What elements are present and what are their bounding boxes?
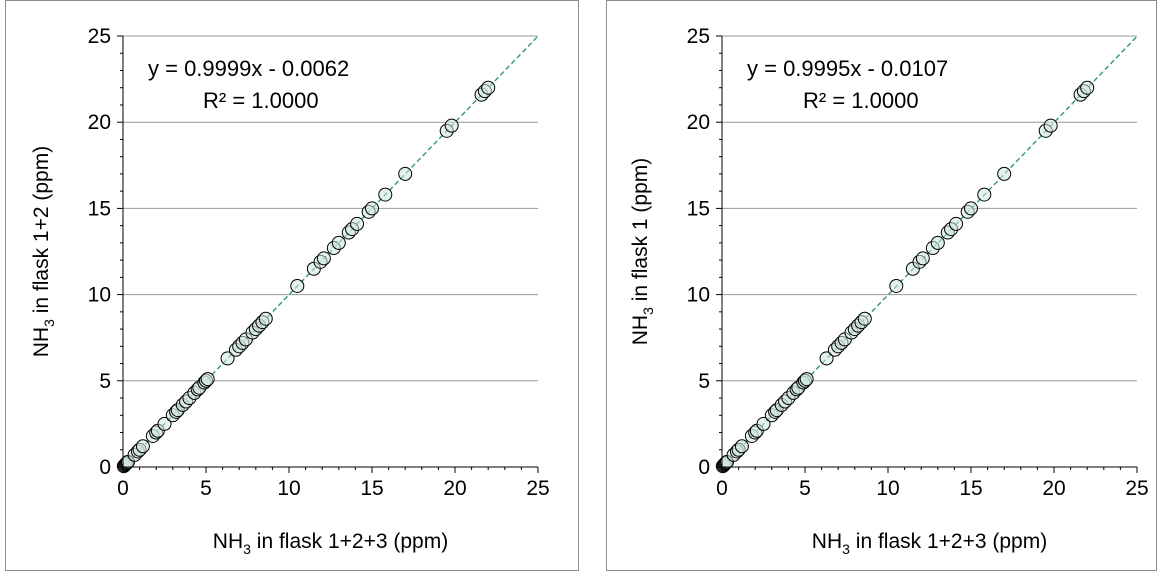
data-point	[200, 372, 215, 387]
x-tick-label: 25	[526, 477, 549, 500]
data-point	[857, 311, 872, 326]
axes	[716, 35, 1138, 473]
y-tick-labels: 0 5 10 15 20 25	[88, 25, 111, 479]
x-tick-labels: 0 5 10 15 20 25	[117, 477, 550, 500]
data-point	[481, 80, 496, 95]
y-axis-label-suffix: in flask 1 (ppm)	[629, 158, 652, 307]
x-axis-label: NH3 in flask 1+2+3 (ppm)	[213, 530, 448, 557]
x-tick-label: 25	[1125, 477, 1148, 500]
y-tick-labels: 0 5 10 15 20 25	[687, 25, 710, 479]
data-point	[997, 166, 1012, 181]
y-axis-label-suffix: in flask 1+2 (ppm)	[30, 146, 53, 319]
data-point	[398, 166, 413, 181]
y-tick-label: 0	[99, 456, 111, 479]
y-tick-label: 20	[88, 111, 111, 134]
data-point	[819, 351, 834, 366]
trend-equation: y = 0.9995x - 0.0107	[747, 56, 948, 81]
data-point	[135, 439, 150, 454]
data-point	[756, 416, 771, 431]
x-tick-label: 20	[443, 477, 466, 500]
scatter-chart-flask-1-2: 0 5 10 15 20 25 0 5 10 15 20 25 y = 0.9999x - 0.00…	[30, 25, 550, 557]
axes	[117, 35, 539, 473]
y-tick-label: 5	[698, 370, 710, 393]
y-tick-label: 20	[687, 111, 710, 134]
y-tick-label: 25	[687, 25, 710, 48]
chart-panel-flask-1-2: 0 5 10 15 20 25 0 5 10 15 20 25 y = 0.9999x - 0.00…	[5, 0, 579, 571]
x-tick-labels: 0 5 10 15 20 25	[716, 477, 1149, 500]
data-points	[116, 80, 496, 474]
y-tick-label: 0	[698, 456, 710, 479]
data-point	[350, 216, 365, 231]
x-tick-label: 10	[876, 477, 899, 500]
data-point	[977, 187, 992, 202]
r-squared-label: R² = 1.0000	[203, 88, 319, 113]
x-tick-label: 20	[1042, 477, 1065, 500]
data-point	[889, 278, 904, 293]
y-tick-label: 10	[88, 284, 111, 307]
data-point	[930, 235, 945, 250]
x-axis-label: NH3 in flask 1+2+3 (ppm)	[812, 530, 1047, 557]
y-tick-label: 5	[99, 370, 111, 393]
x-axis-label-sub: 3	[842, 541, 850, 557]
data-point	[157, 416, 172, 431]
x-tick-label: 10	[277, 477, 300, 500]
data-point	[734, 439, 749, 454]
y-axis-label-sub: 3	[640, 307, 656, 315]
y-axis-label-prefix: NH	[629, 315, 652, 345]
gridlines	[123, 35, 538, 382]
y-axis-label: NH3 in flask 1 (ppm)	[629, 158, 656, 346]
data-point	[220, 351, 235, 366]
x-tick-label: 15	[959, 477, 982, 500]
data-point	[964, 201, 978, 216]
x-axis-label-prefix: NH	[213, 530, 243, 553]
data-points	[715, 80, 1095, 474]
chart-panel-flask-1: 0 5 10 15 20 25 0 5 10 15 20 25 y = 0.9995x - 0.01…	[606, 0, 1157, 571]
data-point	[331, 235, 346, 250]
data-point	[915, 251, 930, 266]
data-point	[365, 201, 379, 216]
y-tick-label: 25	[88, 25, 111, 48]
y-axis-label-prefix: NH	[30, 327, 53, 357]
scatter-chart-flask-1: 0 5 10 15 20 25 0 5 10 15 20 25 y = 0.9995x - 0.01…	[629, 25, 1149, 557]
x-tick-label: 15	[360, 477, 383, 500]
y-axis-label-sub: 3	[41, 319, 57, 327]
x-axis-label-prefix: NH	[812, 530, 842, 553]
data-point	[1043, 118, 1058, 133]
x-tick-label: 0	[716, 477, 728, 500]
data-point	[258, 311, 273, 326]
x-axis-label-suffix: in flask 1+2+3 (ppm)	[251, 530, 448, 553]
data-point	[290, 278, 305, 293]
data-point	[378, 187, 393, 202]
x-tick-label: 0	[117, 477, 129, 500]
x-axis-label-suffix: in flask 1+2+3 (ppm)	[850, 530, 1047, 553]
data-point	[949, 216, 964, 231]
data-point	[316, 251, 331, 266]
y-tick-label: 15	[88, 197, 111, 220]
data-point	[444, 118, 459, 133]
x-tick-label: 5	[799, 477, 811, 500]
x-tick-label: 5	[200, 477, 212, 500]
y-tick-label: 10	[687, 284, 710, 307]
trend-equation: y = 0.9999x - 0.0062	[148, 56, 349, 81]
data-point	[1080, 80, 1095, 95]
y-axis-label: NH3 in flask 1+2 (ppm)	[30, 146, 57, 357]
x-axis-label-sub: 3	[243, 541, 251, 557]
gridlines	[722, 35, 1137, 382]
r-squared-label: R² = 1.0000	[803, 88, 919, 113]
data-point	[799, 372, 814, 387]
y-tick-label: 15	[687, 197, 710, 220]
